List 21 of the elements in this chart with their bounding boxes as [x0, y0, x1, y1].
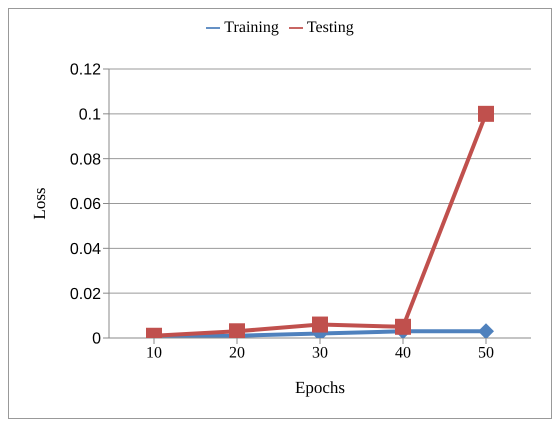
x-tick-label: 30: [312, 344, 328, 362]
point: [478, 323, 494, 338]
y-tick-label: 0.1: [78, 106, 102, 124]
legend-label: Testing: [306, 19, 354, 36]
x-tick-label: 40: [395, 344, 411, 362]
y-tick-label: 0.12: [70, 62, 102, 79]
x-tick-label: 10: [146, 344, 162, 362]
y-tick-label: 0.06: [70, 196, 102, 214]
x-tick-label: 20: [229, 344, 245, 362]
point: [229, 323, 245, 338]
y-tick-label: 0: [92, 330, 102, 348]
point: [395, 318, 411, 335]
y-tick-label: 0.04: [70, 241, 102, 258]
point: [312, 316, 328, 333]
x-tick-label: 50: [478, 344, 494, 362]
legend-label: Training: [224, 19, 279, 36]
x-axis-title: Epochs: [294, 378, 346, 397]
y-tick-label: 0.08: [70, 151, 102, 168]
y-tick-label: 0.02: [70, 286, 102, 303]
point: [478, 106, 494, 122]
y-axis-title: Loss: [30, 187, 50, 220]
